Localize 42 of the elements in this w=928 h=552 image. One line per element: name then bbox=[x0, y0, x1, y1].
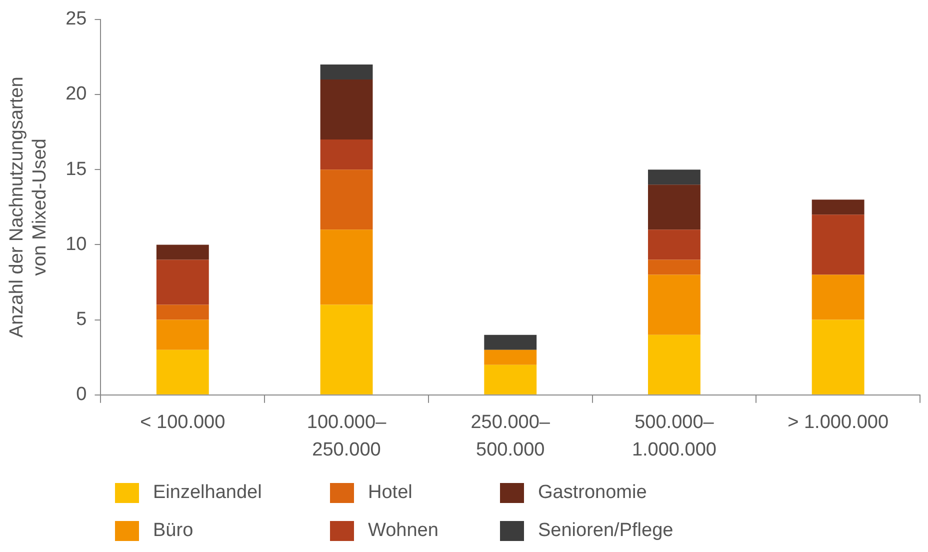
bar bbox=[648, 184, 700, 230]
bar bbox=[484, 364, 537, 394]
bar bbox=[320, 140, 373, 170]
y-axis-title: Anzahl der Nachnutzungsarten von Mixed-Used bbox=[6, 76, 50, 338]
y-tick-label: 15 bbox=[66, 158, 87, 180]
bar bbox=[320, 304, 373, 394]
bar bbox=[812, 274, 864, 320]
legend-label: Hotel bbox=[368, 482, 412, 504]
bar bbox=[648, 274, 700, 335]
bar bbox=[156, 350, 209, 394]
bar bbox=[812, 320, 864, 394]
legend-label: Senioren/Pflege bbox=[538, 520, 674, 542]
y-tick-label: 0 bbox=[76, 384, 87, 406]
bar bbox=[484, 334, 537, 350]
bar bbox=[156, 260, 209, 305]
bar bbox=[484, 350, 537, 365]
bar bbox=[648, 170, 700, 185]
legend-label: Einzelhandel bbox=[153, 482, 262, 504]
bar bbox=[648, 260, 700, 275]
x-tick-label: 500.000– 1.000.000 bbox=[632, 412, 716, 460]
y-tick-label: 20 bbox=[66, 84, 87, 105]
bar bbox=[648, 334, 700, 394]
bar bbox=[812, 200, 864, 215]
x-tick-label: < 100.000 bbox=[140, 412, 226, 433]
y-tick-label: 10 bbox=[66, 234, 87, 255]
bar bbox=[320, 79, 373, 140]
bar bbox=[156, 244, 209, 260]
y-tick-label: 25 bbox=[66, 8, 87, 30]
bar bbox=[320, 230, 373, 305]
bar bbox=[156, 320, 209, 350]
x-tick-label: 100.000– 250.000 bbox=[306, 412, 387, 460]
y-tick-label: 5 bbox=[76, 309, 87, 330]
legend-label: Büro bbox=[153, 520, 194, 542]
bar bbox=[156, 304, 209, 320]
bar bbox=[812, 214, 864, 275]
bar bbox=[648, 230, 700, 260]
x-tick-label: > 1.000.000 bbox=[788, 412, 889, 433]
bar bbox=[320, 170, 373, 230]
legend-label: Gastronomie bbox=[538, 482, 647, 504]
bar bbox=[320, 64, 373, 80]
legend-label: Wohnen bbox=[368, 520, 438, 542]
x-tick-label: 250.000– 500.000 bbox=[470, 412, 550, 460]
